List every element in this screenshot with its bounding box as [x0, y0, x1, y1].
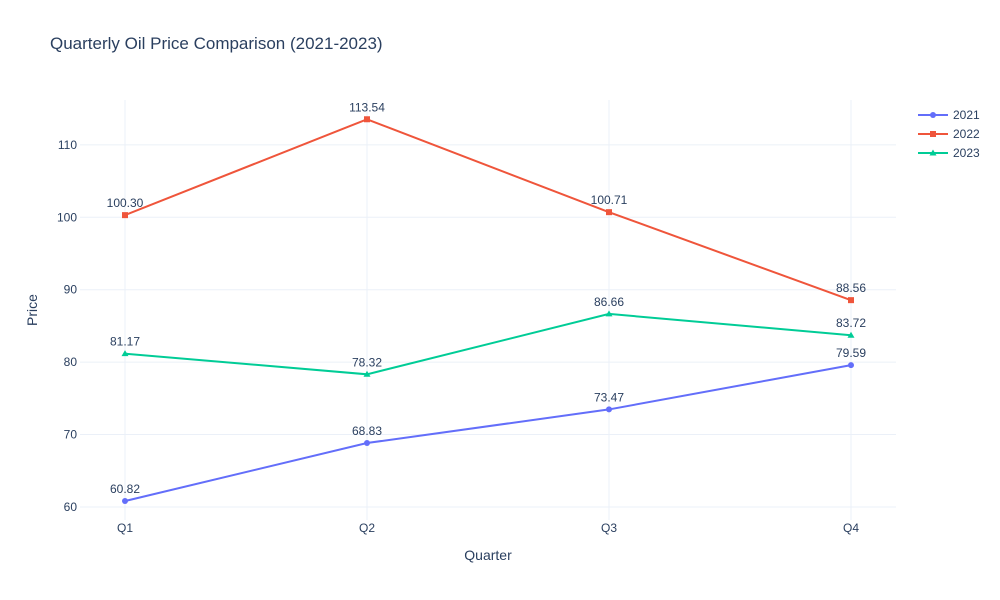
legend-label: 2023	[953, 146, 980, 160]
data-label-2022-Q2: 113.54	[349, 100, 385, 114]
chart-title: Quarterly Oil Price Comparison (2021-202…	[50, 34, 383, 53]
x-tick-label: Q3	[601, 521, 617, 535]
data-label-2023-Q2: 78.32	[352, 355, 382, 369]
data-point-2021-Q2[interactable]	[364, 440, 370, 447]
data-point-2023-Q1[interactable]	[121, 350, 129, 357]
legend-item-2022[interactable]: 2022	[918, 127, 980, 141]
y-axis-title: Price	[24, 294, 40, 326]
data-label-2023-Q1: 81.17	[110, 335, 140, 349]
legend-item-2023[interactable]: 2023	[918, 146, 980, 160]
data-label-2021-Q2: 68.83	[352, 424, 382, 438]
data-point-2021-Q1[interactable]	[122, 498, 128, 505]
y-tick-label: 60	[64, 500, 78, 514]
data-point-2022-Q1[interactable]	[122, 212, 128, 219]
legend-item-2021[interactable]: 2021	[918, 108, 980, 122]
x-tick-label: Q1	[117, 521, 133, 535]
series-line-2021[interactable]	[124, 364, 852, 503]
legend-label: 2022	[953, 127, 980, 141]
data-label-2021-Q4: 79.59	[836, 346, 866, 360]
legend-swatch-marker[interactable]	[930, 131, 936, 137]
data-label-2022-Q4: 88.56	[836, 281, 866, 295]
data-label-2022-Q1: 100.30	[107, 196, 144, 210]
data-point-2023-Q2[interactable]	[363, 370, 371, 377]
series-layer	[121, 116, 855, 505]
legend[interactable]: 2021 2022 2023	[918, 108, 980, 160]
data-label-2021-Q1: 60.82	[110, 482, 140, 496]
grid-layer	[80, 100, 896, 520]
label-layer: 60.82 68.83 73.47 79.59 100.30 113.54 100.71 88…	[107, 100, 867, 496]
data-label-2021-Q3: 73.47	[594, 390, 624, 404]
y-tick-label: 90	[64, 283, 78, 297]
series-line-2022[interactable]	[124, 118, 852, 302]
data-point-2021-Q4[interactable]	[848, 362, 854, 369]
axis-layer: Q1 Q2 Q3 Q4 60 70 80 90 100 110 Quarter Price	[24, 138, 859, 563]
x-tick-label: Q2	[359, 521, 375, 535]
x-axis-title: Quarter	[464, 547, 512, 563]
y-tick-label: 110	[58, 138, 77, 152]
y-tick-label: 80	[64, 355, 78, 369]
data-point-2022-Q3[interactable]	[606, 209, 612, 216]
legend-label: 2021	[953, 108, 980, 122]
data-point-2021-Q3[interactable]	[606, 406, 612, 413]
x-tick-label: Q4	[843, 521, 859, 535]
data-point-2022-Q4[interactable]	[848, 297, 854, 304]
data-point-2023-Q4[interactable]	[847, 331, 855, 338]
data-point-2023-Q3[interactable]	[605, 310, 613, 317]
legend-swatch-marker[interactable]	[929, 149, 937, 156]
data-label-2023-Q3: 86.66	[594, 295, 624, 309]
data-label-2022-Q3: 100.71	[591, 193, 628, 207]
data-label-2023-Q4: 83.72	[836, 316, 866, 330]
y-tick-label: 100	[57, 210, 77, 224]
y-tick-label: 70	[64, 428, 78, 442]
series-line-2023[interactable]	[124, 312, 852, 376]
legend-swatch-marker[interactable]	[930, 112, 936, 118]
data-point-2022-Q2[interactable]	[364, 116, 370, 123]
